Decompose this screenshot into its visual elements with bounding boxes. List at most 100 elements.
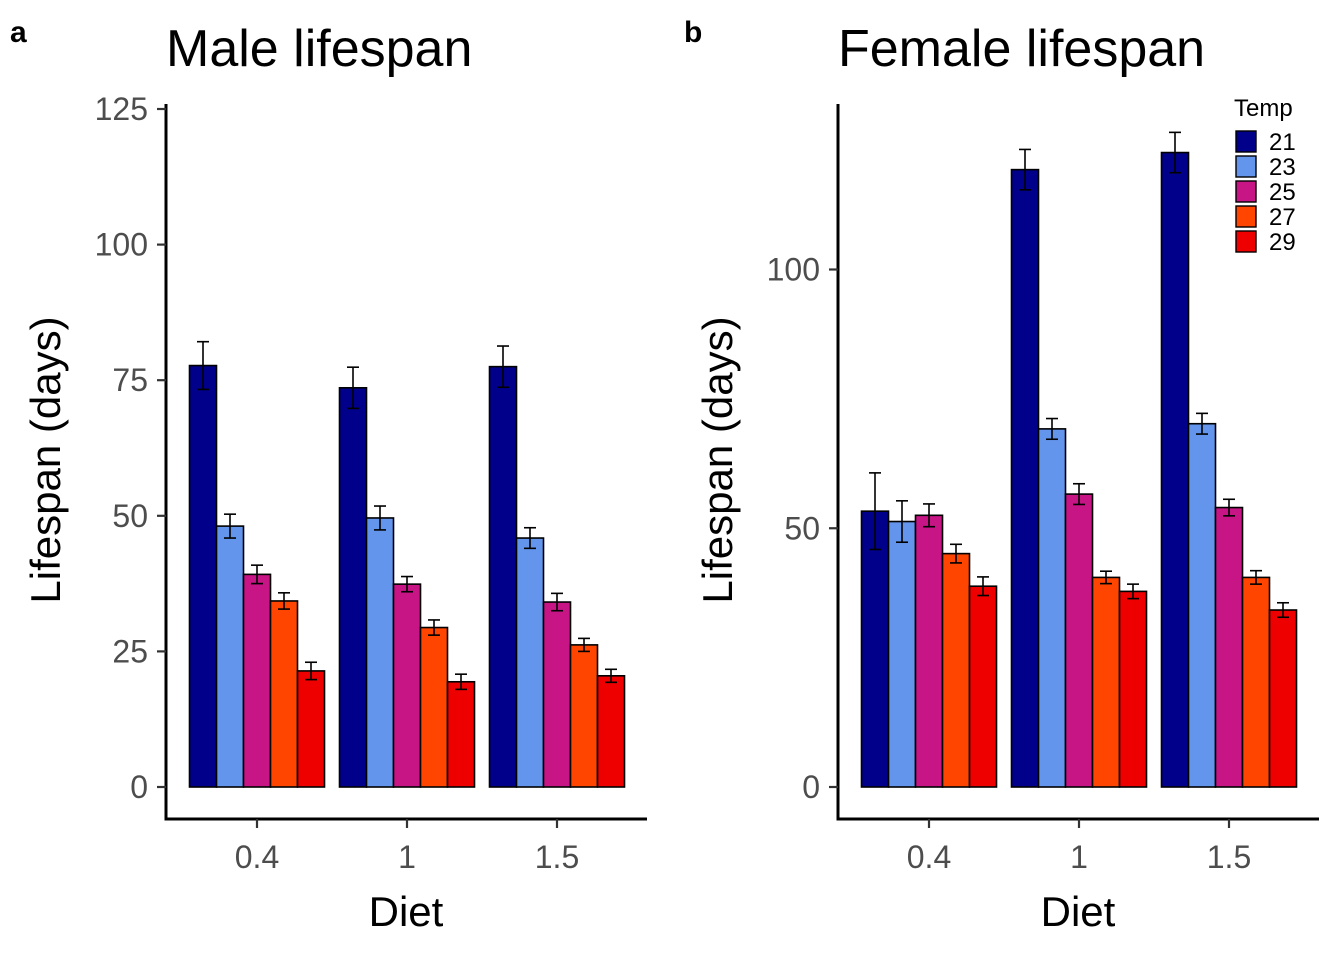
- male-error-bar-diet-1.5-temp-29: [605, 668, 617, 684]
- legend-swatch-27: [1235, 205, 1257, 228]
- male-axes: 0 25 50 75 100 125 0.4 1 1.5: [95, 91, 647, 875]
- female-bar-diet-1-temp-29: [1118, 590, 1148, 788]
- female-bar-diet-1-temp-21: [1010, 168, 1040, 788]
- female-error-bar-diet-1.5-temp-21: [1169, 131, 1181, 174]
- female-error-bar-diet-1.5-temp-27: [1250, 569, 1262, 585]
- legend-swatch-23: [1235, 155, 1257, 178]
- legend-swatch-29: [1235, 230, 1257, 253]
- female-error-bar-diet-1-temp-25: [1073, 482, 1085, 506]
- male-bar-diet-0.4-temp-29: [296, 670, 326, 788]
- male-error-bar-diet-0.4-temp-21: [197, 340, 209, 391]
- female-y-axis-title: Lifespan (days): [694, 316, 741, 603]
- female-error-bar-diet-0.4-temp-21: [869, 472, 881, 551]
- male-y-axis-title: Lifespan (days): [22, 316, 69, 603]
- female-bar-diet-0.4-temp-23: [887, 520, 917, 788]
- male-y-tick-label-50: 50: [112, 498, 148, 534]
- female-error-bar-diet-1-temp-21: [1019, 148, 1031, 191]
- male-bar-diet-1.5-temp-25: [542, 601, 572, 788]
- female-chart-title: Female lifespan: [838, 20, 1205, 78]
- female-error-bar-diet-1.5-temp-29: [1277, 601, 1289, 619]
- female-bar-diet-0.4-temp-21: [860, 510, 890, 788]
- male-error-bar-diet-1-temp-23: [374, 505, 386, 531]
- male-x-tick-label-1: 1: [398, 839, 416, 875]
- male-error-bar-diet-1.5-temp-27: [578, 637, 590, 653]
- male-error-bar-diet-0.4-temp-29: [305, 661, 317, 681]
- female-x-tick-label-1: 1: [1070, 839, 1088, 875]
- female-bar-diet-1.5-temp-29: [1268, 609, 1298, 788]
- male-x-tick-label-1.5: 1.5: [535, 839, 579, 875]
- female-bar-diet-0.4-temp-29: [968, 585, 998, 788]
- male-error-bar-diet-1-temp-25: [401, 575, 413, 593]
- male-bar-diet-1-temp-21: [338, 386, 368, 788]
- female-x-axis-title: Diet: [1041, 888, 1116, 935]
- male-y-tick-label-75: 75: [112, 362, 148, 398]
- male-x-tick-label-0.4: 0.4: [235, 839, 279, 875]
- male-error-bar-diet-1-temp-21: [347, 366, 359, 410]
- male-y-tick-label-25: 25: [112, 633, 148, 669]
- male-error-bar-diet-0.4-temp-27: [278, 592, 290, 610]
- panel-male-lifespan: a Male lifespan 0 25 50 75 100 125 0.4 1 1.5 Die…: [10, 16, 647, 935]
- female-x-tick-label-0.4: 0.4: [907, 839, 951, 875]
- female-error-bar-diet-0.4-temp-25: [923, 503, 935, 528]
- female-bar-diet-1-temp-25: [1064, 493, 1094, 788]
- male-y-tick-label-0: 0: [130, 769, 148, 805]
- female-error-bar-diet-0.4-temp-27: [950, 543, 962, 564]
- female-error-bar-diet-1.5-temp-23: [1196, 412, 1208, 435]
- male-error-bar-diet-1-temp-27: [428, 619, 440, 636]
- panel-female-lifespan: b Female lifespan 0 50 100 0.4 1 1.5 Diet Lif…: [684, 16, 1319, 935]
- male-error-bar-diet-0.4-temp-25: [251, 564, 263, 585]
- female-bars: [860, 131, 1298, 788]
- male-y-tick-label-100: 100: [95, 227, 148, 263]
- male-y-tick-label-125: 125: [95, 91, 148, 127]
- male-error-bar-diet-1.5-temp-21: [497, 345, 509, 389]
- female-bar-diet-1-temp-23: [1037, 428, 1067, 788]
- female-error-bar-diet-1-temp-29: [1127, 583, 1139, 600]
- legend-swatch-21: [1235, 130, 1257, 153]
- legend-label-29: 29: [1269, 229, 1296, 256]
- female-error-bar-diet-0.4-temp-23: [896, 500, 908, 544]
- female-error-bar-diet-0.4-temp-29: [977, 576, 989, 597]
- female-bar-diet-1.5-temp-25: [1214, 506, 1244, 788]
- female-error-bar-diet-1-temp-27: [1100, 570, 1112, 585]
- female-error-bar-diet-1.5-temp-25: [1223, 498, 1235, 517]
- male-x-axis-title: Diet: [369, 888, 444, 935]
- male-bar-diet-1.5-temp-29: [596, 675, 626, 788]
- male-bars: [188, 340, 626, 788]
- female-bar-diet-0.4-temp-25: [914, 514, 944, 788]
- female-bar-diet-0.4-temp-27: [941, 552, 971, 788]
- female-y-tick-label-50: 50: [784, 510, 820, 546]
- male-bar-diet-1-temp-23: [365, 517, 395, 788]
- female-y-tick-label-100: 100: [767, 252, 820, 288]
- legend-label-27: 27: [1269, 204, 1296, 231]
- panel-letter-a: a: [10, 16, 27, 49]
- female-axes: 0 50 100 0.4 1 1.5: [767, 104, 1319, 875]
- male-bar-diet-1-temp-27: [419, 626, 449, 788]
- male-bar-diet-0.4-temp-23: [215, 525, 245, 788]
- male-bar-diet-1-temp-29: [446, 680, 476, 788]
- male-error-bar-diet-1.5-temp-25: [551, 592, 563, 612]
- legend-label-23: 23: [1269, 154, 1296, 181]
- female-bar-diet-1-temp-27: [1091, 576, 1121, 788]
- legend-label-21: 21: [1269, 129, 1296, 156]
- male-chart-title: Male lifespan: [166, 20, 472, 78]
- female-error-bar-diet-1-temp-23: [1046, 417, 1058, 441]
- male-bar-diet-0.4-temp-21: [188, 364, 218, 788]
- legend-title: Temp: [1234, 95, 1293, 122]
- female-x-tick-label-1.5: 1.5: [1207, 839, 1251, 875]
- female-bar-diet-1.5-temp-23: [1187, 422, 1217, 788]
- female-y-tick-label-0: 0: [802, 769, 820, 805]
- male-bar-diet-0.4-temp-25: [242, 573, 272, 788]
- male-bar-diet-1.5-temp-23: [515, 537, 545, 788]
- male-bar-diet-0.4-temp-27: [269, 600, 299, 788]
- male-bar-diet-1-temp-25: [392, 583, 422, 788]
- male-bar-diet-1.5-temp-27: [569, 644, 599, 788]
- male-error-bar-diet-0.4-temp-23: [224, 513, 236, 539]
- female-bar-diet-1.5-temp-27: [1241, 576, 1271, 788]
- panel-letter-b: b: [684, 16, 702, 49]
- male-bar-diet-1.5-temp-21: [488, 365, 518, 788]
- legend-label-25: 25: [1269, 179, 1296, 206]
- male-error-bar-diet-1.5-temp-23: [524, 526, 536, 550]
